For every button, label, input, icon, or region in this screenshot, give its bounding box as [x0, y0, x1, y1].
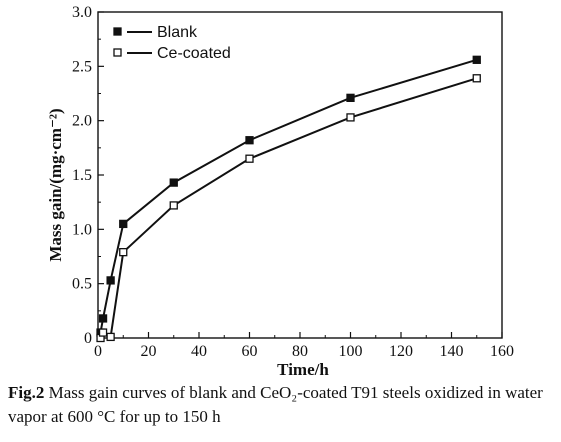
figure-caption: Fig.2 Mass gain curves of blank and CeO₂…: [8, 381, 556, 429]
legend: Blank Ce-coated: [113, 24, 231, 62]
data-point: [98, 328, 108, 337]
legend-label: Blank: [157, 24, 198, 41]
y-tick-label: 2.5: [72, 58, 92, 75]
x-tick-label: 100: [339, 343, 363, 360]
y-tick-label: 2.0: [72, 113, 92, 130]
data-point: [106, 276, 115, 285]
data-point: [346, 93, 355, 102]
series-layer: [96, 55, 481, 343]
x-tick-label: 160: [490, 343, 514, 360]
x-tick-label: 60: [242, 343, 258, 360]
data-point: [106, 332, 115, 342]
data-point: [169, 178, 178, 187]
data-point: [472, 74, 481, 83]
y-axis-title: Mass gain/(mg·cm⁻²): [46, 108, 65, 261]
figure-label: Fig.2: [8, 383, 45, 402]
y-tick-label: 0: [84, 330, 92, 347]
data-point: [245, 154, 254, 163]
data-point: [346, 113, 355, 122]
legend-label: Ce-coated: [157, 45, 231, 62]
x-tick-label: 140: [440, 343, 464, 360]
series-blank: [96, 55, 481, 337]
figure-caption-text: Mass gain curves of blank and CeO₂-coate…: [8, 383, 543, 426]
data-point: [472, 55, 481, 64]
x-axis-title: Time/h: [277, 360, 329, 379]
data-point: [169, 201, 178, 210]
x-tick-label: 40: [191, 343, 207, 360]
legend-marker: [113, 27, 122, 36]
y-tick-label: 0.5: [72, 276, 92, 293]
data-point: [119, 219, 128, 229]
axes: 0 20 40 60 80 100 120 140 160 0 0.5 1.0 1.5 2.0 2.5 3.0: [72, 4, 514, 360]
series-line: [99, 77, 478, 339]
data-point: [245, 136, 254, 145]
chart: 0 20 40 60 80 100 120 140 160 0 0.5 1.0 1.5 2.0 2.5 3.0…: [46, 4, 514, 379]
y-tick-label: 1.5: [72, 167, 92, 184]
x-tick-label: 0: [94, 343, 102, 360]
series-ce-coated: [96, 74, 481, 343]
legend-marker: [113, 48, 122, 57]
series-line: [99, 58, 478, 333]
data-point: [98, 314, 108, 323]
x-tick-label: 80: [292, 343, 308, 360]
data-point: [119, 248, 128, 257]
x-tick-label: 120: [389, 343, 413, 360]
y-tick-label: 1.0: [72, 221, 92, 238]
y-tick-label: 3.0: [72, 4, 92, 21]
x-tick-label: 20: [141, 343, 157, 360]
